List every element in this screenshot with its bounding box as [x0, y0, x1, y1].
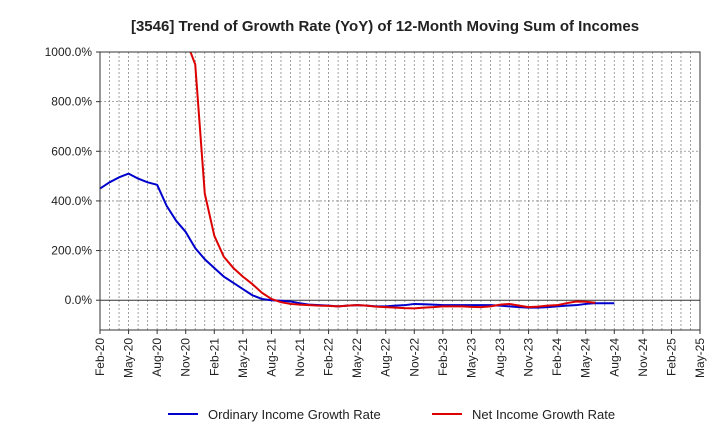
- y-tick-label: 200.0%: [51, 244, 92, 258]
- x-tick-label: Aug-23: [493, 338, 507, 377]
- x-tick-label: Feb-24: [550, 338, 564, 376]
- x-tick-label: Nov-22: [407, 338, 421, 377]
- x-tick-label: May-23: [464, 338, 478, 378]
- x-tick-label: Nov-24: [636, 338, 650, 377]
- x-tick-label: Aug-24: [607, 338, 621, 377]
- x-tick-label: May-21: [236, 338, 250, 378]
- x-tick-label: Nov-20: [179, 338, 193, 377]
- x-tick-label: May-22: [350, 338, 364, 378]
- plot-frame: [99, 51, 701, 331]
- x-tick-label: Aug-21: [264, 338, 278, 377]
- y-tick-label: 800.0%: [51, 95, 92, 109]
- x-tick-label: Feb-25: [664, 338, 678, 376]
- grid: [100, 51, 700, 330]
- x-tick-label: Feb-22: [322, 338, 336, 376]
- y-tick-label: 0.0%: [65, 293, 93, 307]
- x-tick-label: Aug-20: [150, 338, 164, 377]
- x-tick-label: Nov-23: [522, 338, 536, 377]
- x-tick-label: Feb-21: [207, 338, 221, 376]
- legend: Ordinary Income Growth Rate Net Income Gr…: [168, 407, 615, 422]
- x-tick-label: Feb-23: [436, 338, 450, 376]
- series-layer: [100, 52, 615, 310]
- y-tick-label: 600.0%: [51, 144, 92, 158]
- x-tick-label: Nov-21: [293, 338, 307, 377]
- chart-title: [3546] Trend of Growth Rate (YoY) of 12-…: [131, 18, 639, 35]
- x-tick-label: May-20: [122, 338, 136, 378]
- x-tick-label: Feb-20: [93, 338, 107, 376]
- x-axis: Feb-20 May-20 Aug-20 Nov-20 Feb-21 May-21 Aug-…: [93, 330, 707, 378]
- series-line-2: [189, 52, 596, 310]
- y-tick-label: 1000.0%: [45, 45, 93, 59]
- legend-label-1: Ordinary Income Growth Rate: [208, 407, 381, 422]
- x-tick-label: May-25: [693, 338, 707, 378]
- y-tick-label: 400.0%: [51, 194, 92, 208]
- x-tick-label: Aug-22: [379, 338, 393, 377]
- legend-label-2: Net Income Growth Rate: [472, 407, 615, 422]
- y-axis: 0.0% 200.0% 400.0% 600.0% 800.0% 1000.0%: [45, 45, 100, 307]
- x-tick-label: May-24: [579, 338, 593, 378]
